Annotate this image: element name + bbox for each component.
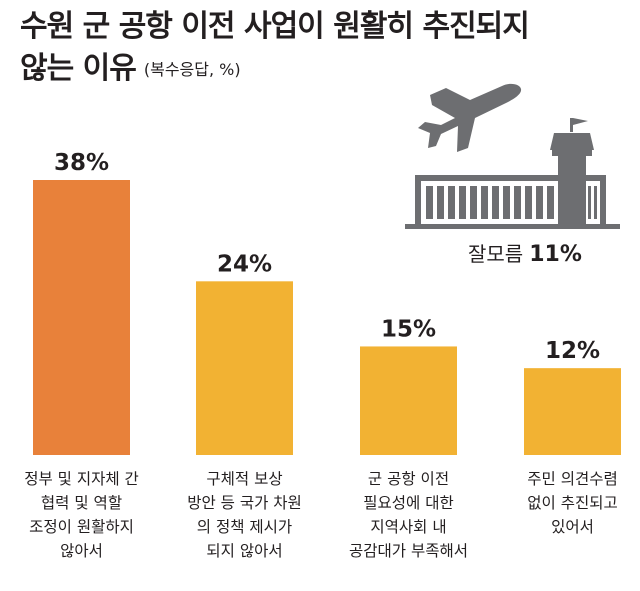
category-label-line: 않아서 [60,542,103,560]
bar-4 [524,368,621,455]
terminal-window [426,186,433,219]
terminal-window [448,186,455,219]
terminal-window [437,186,444,219]
bar-3 [360,346,457,455]
value-label-4: 12% [545,338,600,364]
category-label-line: 공감대가 부족해서 [349,542,468,560]
category-label-line: 주민 의견수렴 [527,470,618,488]
category-label-line: 지역사회 내 [370,518,446,536]
terminal-windows [426,186,597,219]
chart-subtitle: (복수응답, %) [143,60,241,79]
terminal-window [547,186,554,219]
value-label-1: 38% [54,150,109,176]
terminal-window [594,186,597,219]
category-label-line: 정부 및 지자체 간 [24,470,139,488]
dont-know-value: 11% [529,242,582,267]
chart-title: 수원 군 공항 이전 사업이 원활히 추진되지 않는 이유 (복수응답, %) [20,6,620,91]
dont-know-label: 잘모름 [468,242,524,266]
category-label-line: 없이 추진되고 [527,494,618,512]
category-label-line: 군 공항 이전 [368,470,449,488]
title-line-2-text: 않는 이유 [20,51,137,86]
value-label-3: 15% [381,316,436,342]
category-label-line: 의 정책 제시가 [197,518,292,536]
category-label-line: 구체적 보상 [206,470,282,488]
category-label-line: 조정이 원활하지 [29,518,134,536]
airport-plane-icon [405,83,620,229]
terminal-window [525,186,532,219]
terminal-window [503,186,510,219]
value-label-2: 24% [217,251,272,277]
terminal-window [514,186,521,219]
title-line-2: 않는 이유 (복수응답, %) [20,48,620,91]
category-label-line: 되지 않아서 [206,542,282,560]
title-line-1: 수원 군 공항 이전 사업이 원활히 추진되지 [20,9,530,44]
terminal-window [492,186,499,219]
terminal-window [536,186,543,219]
terminal-window [481,186,488,219]
category-label-line: 있어서 [551,518,594,536]
dont-know-readout: 잘모름 11% [468,238,582,267]
bar-1 [33,180,130,455]
terminal-window [588,186,591,219]
terminal-window [459,186,466,219]
terminal-window [470,186,477,219]
category-label-line: 필요성에 대한 [363,494,454,512]
category-label-line: 방안 등 국가 차원 [187,494,302,512]
bar-2 [196,281,293,455]
category-label-line: 협력 및 역할 [41,494,122,512]
